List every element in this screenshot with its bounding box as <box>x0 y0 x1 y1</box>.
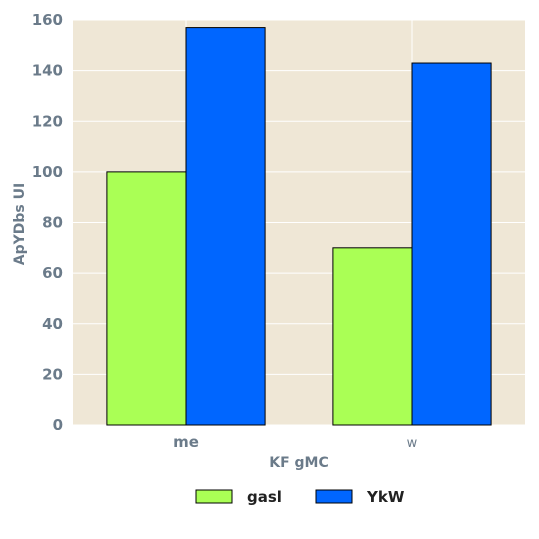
y-tick-label: 140 <box>32 62 63 80</box>
legend-swatch <box>195 489 233 504</box>
bar-YkW-w <box>411 62 492 426</box>
bar-gasl-w <box>332 247 413 426</box>
bars <box>106 27 492 426</box>
y-tick-label: 0 <box>53 416 63 434</box>
y-tick-label: 20 <box>42 365 63 383</box>
x-tick-label: w <box>407 436 418 451</box>
y-tick-label: 120 <box>32 112 63 130</box>
y-tick-label: 80 <box>42 214 63 232</box>
bar-YkW-me <box>185 27 266 426</box>
bar-gasl-me <box>106 171 187 426</box>
x-tick-labels: me w <box>173 433 418 451</box>
legend-label: gasl <box>247 488 282 506</box>
y-tick-label: 40 <box>42 315 63 333</box>
y-tick-label: 60 <box>42 264 63 282</box>
y-tick-labels: 0 20 40 60 80 100 120 140 160 <box>32 11 63 434</box>
legend-label: YkW <box>366 488 405 506</box>
legend-swatch <box>315 489 353 504</box>
y-tick-label: 160 <box>32 11 63 29</box>
y-axis-label: ApYDbs UI <box>12 183 28 265</box>
x-axis-label: KF gMC <box>269 455 329 471</box>
x-tick-label: me <box>173 433 199 451</box>
legend: gasl YkW <box>195 488 405 506</box>
y-tick-label: 100 <box>32 163 63 181</box>
